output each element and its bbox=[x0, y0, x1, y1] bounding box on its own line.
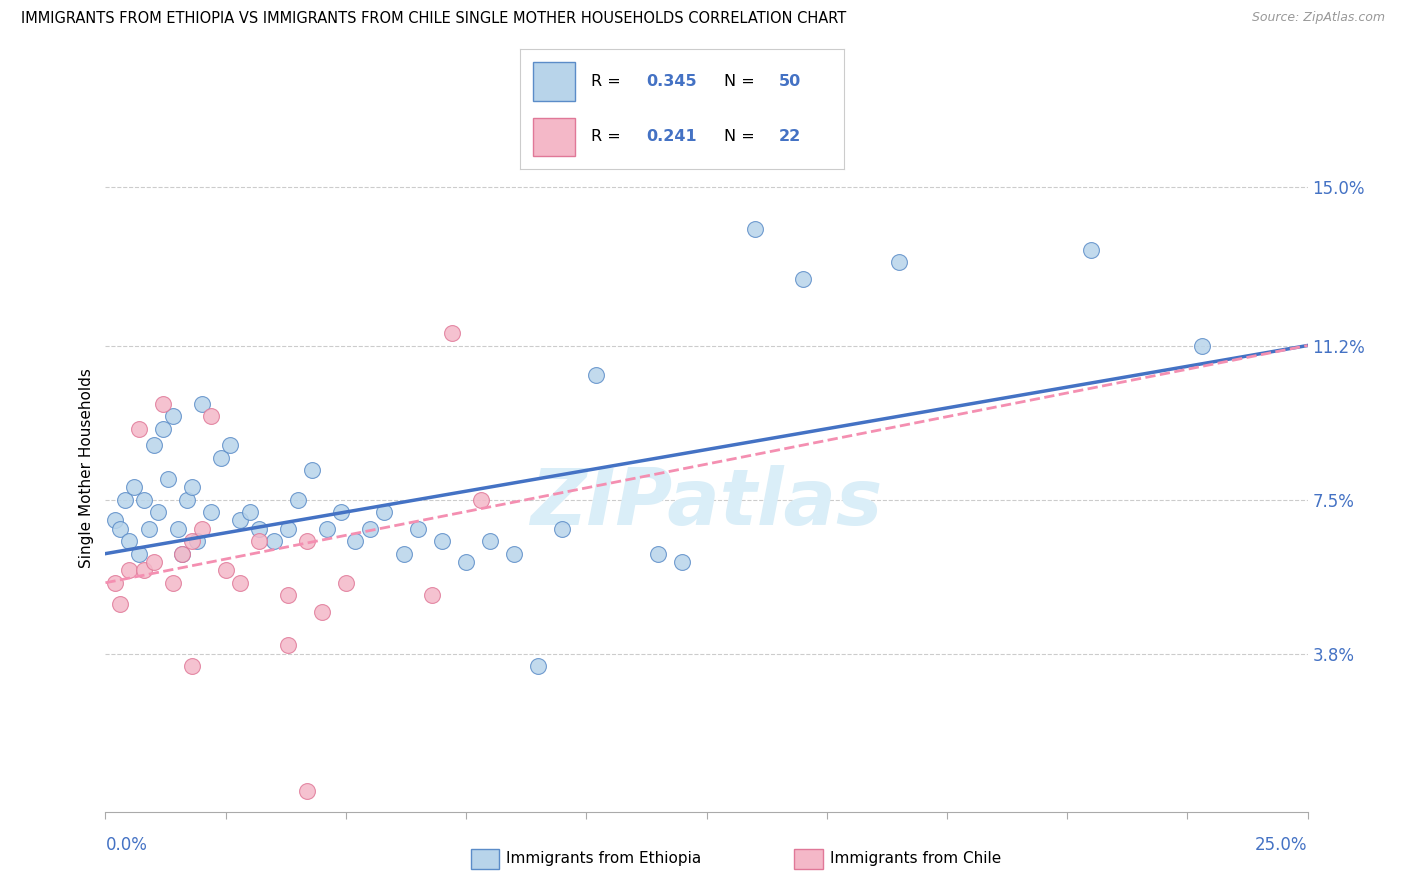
Text: 0.0%: 0.0% bbox=[105, 836, 148, 854]
Point bbox=[209, 450, 232, 465]
Point bbox=[128, 422, 150, 436]
Point bbox=[315, 522, 337, 536]
Text: R =: R = bbox=[592, 129, 626, 145]
Point bbox=[503, 547, 526, 561]
Text: N =: N = bbox=[724, 129, 759, 145]
Point bbox=[124, 480, 146, 494]
Point bbox=[181, 659, 204, 673]
Point bbox=[247, 522, 270, 536]
Point bbox=[247, 534, 270, 549]
Point bbox=[128, 547, 150, 561]
Text: 0.241: 0.241 bbox=[647, 129, 697, 145]
Point bbox=[671, 555, 693, 569]
Point bbox=[359, 522, 381, 536]
Point bbox=[297, 784, 319, 798]
Point bbox=[181, 480, 204, 494]
Point bbox=[132, 563, 155, 577]
Point bbox=[186, 534, 208, 549]
Point bbox=[297, 534, 319, 549]
Point bbox=[335, 575, 357, 590]
Point bbox=[108, 522, 131, 536]
Point bbox=[744, 222, 766, 236]
Point bbox=[181, 534, 204, 549]
Point bbox=[138, 522, 160, 536]
Point bbox=[190, 397, 212, 411]
Point bbox=[430, 534, 453, 549]
Point bbox=[263, 534, 285, 549]
Point bbox=[277, 522, 299, 536]
Point bbox=[344, 534, 367, 549]
Point bbox=[142, 438, 165, 452]
Point bbox=[330, 505, 353, 519]
Point bbox=[1191, 338, 1213, 352]
Point bbox=[277, 638, 299, 652]
Point bbox=[229, 575, 252, 590]
Point bbox=[239, 505, 262, 519]
Point bbox=[152, 397, 174, 411]
Text: Immigrants from Chile: Immigrants from Chile bbox=[830, 851, 1001, 865]
Point bbox=[551, 522, 574, 536]
Point bbox=[108, 597, 131, 611]
Point bbox=[152, 422, 174, 436]
Point bbox=[585, 368, 607, 382]
Y-axis label: Single Mother Households: Single Mother Households bbox=[79, 368, 94, 568]
Point bbox=[162, 575, 184, 590]
Point bbox=[104, 575, 127, 590]
Point bbox=[156, 472, 179, 486]
Point bbox=[200, 409, 222, 424]
Text: 50: 50 bbox=[779, 74, 801, 89]
Text: R =: R = bbox=[592, 74, 626, 89]
Point bbox=[118, 563, 141, 577]
Point bbox=[142, 555, 165, 569]
Point bbox=[479, 534, 502, 549]
Point bbox=[162, 409, 184, 424]
Point bbox=[229, 513, 252, 527]
Point bbox=[887, 255, 910, 269]
Text: Source: ZipAtlas.com: Source: ZipAtlas.com bbox=[1251, 11, 1385, 24]
Point bbox=[114, 492, 136, 507]
Point bbox=[392, 547, 415, 561]
Point bbox=[190, 522, 212, 536]
Bar bbox=[533, 62, 575, 101]
Text: 0.345: 0.345 bbox=[647, 74, 697, 89]
Point bbox=[172, 547, 194, 561]
Point bbox=[176, 492, 198, 507]
Point bbox=[422, 588, 444, 602]
Point bbox=[104, 513, 127, 527]
Point bbox=[440, 326, 463, 340]
Point bbox=[301, 463, 323, 477]
Point bbox=[287, 492, 309, 507]
Point bbox=[277, 588, 299, 602]
Point bbox=[118, 534, 141, 549]
Point bbox=[200, 505, 222, 519]
Point bbox=[166, 522, 188, 536]
Point bbox=[406, 522, 429, 536]
Point bbox=[219, 438, 242, 452]
Text: 25.0%: 25.0% bbox=[1256, 836, 1308, 854]
Text: N =: N = bbox=[724, 74, 759, 89]
Point bbox=[792, 272, 814, 286]
Bar bbox=[533, 118, 575, 156]
Point bbox=[214, 563, 236, 577]
Point bbox=[311, 605, 333, 619]
Text: 22: 22 bbox=[779, 129, 801, 145]
Point bbox=[470, 492, 492, 507]
Point bbox=[148, 505, 170, 519]
Point bbox=[647, 547, 669, 561]
Point bbox=[454, 555, 477, 569]
Point bbox=[172, 547, 194, 561]
Text: IMMIGRANTS FROM ETHIOPIA VS IMMIGRANTS FROM CHILE SINGLE MOTHER HOUSEHOLDS CORRE: IMMIGRANTS FROM ETHIOPIA VS IMMIGRANTS F… bbox=[21, 11, 846, 26]
Text: Immigrants from Ethiopia: Immigrants from Ethiopia bbox=[506, 851, 702, 865]
Text: ZIPatlas: ZIPatlas bbox=[530, 465, 883, 541]
Point bbox=[1080, 243, 1102, 257]
Point bbox=[527, 659, 550, 673]
Point bbox=[132, 492, 155, 507]
Point bbox=[373, 505, 395, 519]
